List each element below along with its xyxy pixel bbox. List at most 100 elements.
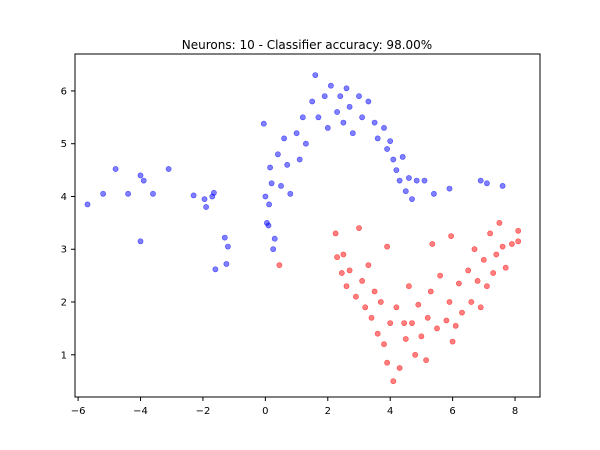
series-0-point-61 <box>405 175 412 181</box>
x-tick-label-7: 8 <box>512 406 518 417</box>
series-0-point-41 <box>327 82 334 89</box>
series-0-point-17 <box>137 238 144 245</box>
series-0-point-69 <box>499 182 506 189</box>
series-0-point-4 <box>137 172 144 179</box>
series-1-point-50 <box>508 241 515 247</box>
series-0-point-37 <box>312 72 319 78</box>
series-0-point-62 <box>409 196 415 202</box>
y-tick-label-4: 5 <box>61 139 67 150</box>
series-0-point-52 <box>374 135 381 142</box>
x-tick-label-2: −2 <box>196 406 211 417</box>
series-0-point-65 <box>430 190 437 197</box>
series-0-point-28 <box>278 182 284 189</box>
series-0-point-50 <box>365 98 372 105</box>
series-1-point-21 <box>396 365 403 371</box>
series-0-point-46 <box>346 103 353 110</box>
series-1-point-26 <box>415 301 422 308</box>
series-1-point-34 <box>449 338 456 345</box>
series-0-point-31 <box>287 190 294 197</box>
series-1-point-37 <box>465 267 472 274</box>
series-0-point-68 <box>483 180 490 187</box>
x-tick-label-5: 4 <box>387 406 393 417</box>
series-0-point-13 <box>212 266 219 273</box>
y-axis: 1 2 3 4 5 6 <box>61 86 75 361</box>
series-0-point-25 <box>271 235 278 242</box>
series-1-point-28 <box>424 314 431 321</box>
series-0-point-59 <box>399 153 406 160</box>
series-0-point-19 <box>262 193 269 200</box>
series-1-point-18 <box>387 320 394 326</box>
series-0-point-60 <box>402 188 409 195</box>
series-1-point-44 <box>487 230 493 237</box>
series-1-point-58 <box>452 322 459 329</box>
series-0-point-66 <box>446 185 453 192</box>
series-0-point-67 <box>477 177 484 184</box>
x-tick-label-4: 2 <box>325 406 331 417</box>
series-1-point-30 <box>434 325 440 332</box>
series-0-point-32 <box>293 130 300 137</box>
series-1-point-12 <box>368 314 375 321</box>
series-0-point-29 <box>281 135 287 142</box>
y-tick-label-2: 3 <box>61 245 67 256</box>
series-1-point-14 <box>374 330 381 337</box>
series-1-point-23 <box>405 283 412 290</box>
series-0-point-45 <box>343 85 350 92</box>
series-1-point-33 <box>446 299 453 305</box>
series-0-point-56 <box>390 156 397 163</box>
series-0-point-18 <box>260 120 267 127</box>
series-1-point-9 <box>359 277 365 284</box>
series-0-point-55 <box>387 138 394 144</box>
series-0-point-23 <box>267 164 273 171</box>
series-1-point-24 <box>409 320 415 326</box>
series-1-point-57 <box>401 320 408 326</box>
series-0-point-53 <box>381 125 387 131</box>
series-0-point-38 <box>315 114 322 121</box>
series-1-point-53 <box>429 241 436 247</box>
series-1-point-40 <box>474 277 481 284</box>
series-1-point-2 <box>334 254 340 261</box>
x-axis: −6 −4 −2 0 2 4 6 8 <box>71 397 518 417</box>
series-1-point-36 <box>459 309 465 316</box>
series-1-point-46 <box>493 251 500 258</box>
y-tick-label-0: 1 <box>61 350 67 361</box>
series-0-point-34 <box>299 114 306 121</box>
series-0-point-39 <box>321 93 328 100</box>
series-0-point-54 <box>384 146 390 152</box>
series-1-point-45 <box>490 270 497 276</box>
series-1-point-27 <box>418 333 425 340</box>
series-0-point-16 <box>223 261 230 267</box>
plot-frame <box>74 53 541 398</box>
series-1-point-22 <box>402 336 409 342</box>
series-0-point-33 <box>296 156 303 163</box>
series-1-point-25 <box>412 351 419 358</box>
series-0-point-15 <box>224 243 231 250</box>
x-tick-label-0: −6 <box>71 406 86 417</box>
series-1-point-49 <box>502 264 509 271</box>
series-1-point-43 <box>483 283 490 290</box>
series-1-point-29 <box>427 288 434 295</box>
series-0-point-5 <box>140 177 147 184</box>
series-0-point-35 <box>302 140 309 147</box>
series-0-point-64 <box>421 177 428 184</box>
chart-title: Neurons: 10 - Classifier accuracy: 98.00… <box>182 38 432 52</box>
series-1-point-54 <box>448 233 454 239</box>
series-1-point-4 <box>340 251 347 258</box>
series-1-point-20 <box>393 304 400 311</box>
series-0-point-14 <box>221 234 228 241</box>
series-1-point-51 <box>515 227 522 234</box>
series-1-point-32 <box>443 317 450 324</box>
series-0-point-51 <box>371 119 378 126</box>
series-0-point-0 <box>84 201 91 208</box>
series-1-point-38 <box>468 299 475 305</box>
series-0-point-24 <box>270 246 277 253</box>
series-1-point-17 <box>384 359 390 366</box>
series-1-point-19 <box>390 378 397 385</box>
series-0-point-43 <box>337 93 344 100</box>
y-tick-label-5: 6 <box>61 86 67 97</box>
series-1-point-6 <box>346 267 353 274</box>
points-layer <box>84 72 522 385</box>
series-1-point-10 <box>362 304 369 311</box>
series-1-point-55 <box>384 243 390 250</box>
x-tick-label-1: −4 <box>133 406 148 417</box>
